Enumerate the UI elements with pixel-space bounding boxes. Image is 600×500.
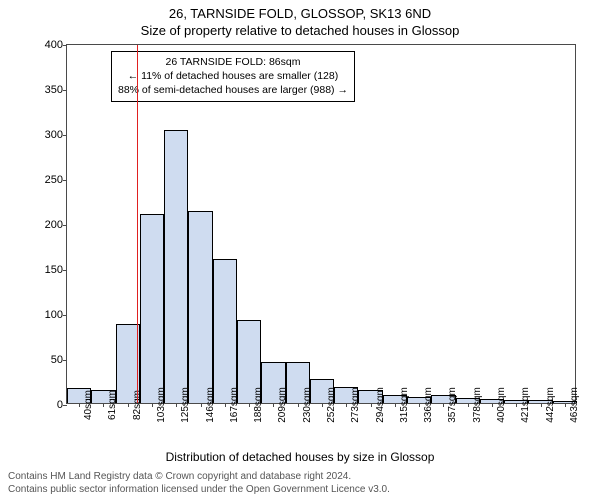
x-tick-mark <box>79 403 80 407</box>
histogram-chart: 26 TARNSIDE FOLD: 86sqm ← 11% of detache… <box>66 44 576 404</box>
y-tick-label: 350 <box>45 84 63 96</box>
x-tick-label: 315sqm <box>399 387 410 423</box>
annotation-line1: 26 TARNSIDE FOLD: 86sqm <box>118 55 348 69</box>
x-tick-mark <box>128 403 129 407</box>
x-tick-mark <box>516 403 517 407</box>
footer-line1: Contains HM Land Registry data © Crown c… <box>8 470 592 483</box>
footer: Contains HM Land Registry data © Crown c… <box>8 470 592 496</box>
x-tick-mark <box>541 403 542 407</box>
x-tick-mark <box>371 403 372 407</box>
x-tick-mark <box>249 403 250 407</box>
y-tick-mark <box>63 315 67 316</box>
x-tick-mark <box>419 403 420 407</box>
y-tick-label: 400 <box>45 39 63 51</box>
x-tick-label: 463sqm <box>569 387 580 423</box>
x-tick-mark <box>492 403 493 407</box>
y-tick-mark <box>63 270 67 271</box>
x-tick-label: 357sqm <box>447 387 458 423</box>
x-tick-mark <box>201 403 202 407</box>
x-tick-mark <box>298 403 299 407</box>
y-tick-mark <box>63 180 67 181</box>
y-tick-label: 250 <box>45 174 63 186</box>
y-tick-label: 50 <box>51 354 63 366</box>
y-tick-mark <box>63 405 67 406</box>
annotation-box: 26 TARNSIDE FOLD: 86sqm ← 11% of detache… <box>111 51 355 102</box>
x-tick-mark <box>395 403 396 407</box>
x-tick-mark <box>273 403 274 407</box>
y-tick-mark <box>63 45 67 46</box>
y-tick-label: 150 <box>45 264 63 276</box>
page-subtitle: Size of property relative to detached ho… <box>0 21 600 38</box>
x-tick-label: 400sqm <box>496 387 507 423</box>
histogram-bar <box>213 259 237 403</box>
page: 26, TARNSIDE FOLD, GLOSSOP, SK13 6ND Siz… <box>0 0 600 500</box>
x-tick-mark <box>225 403 226 407</box>
x-tick-mark <box>322 403 323 407</box>
y-tick-mark <box>63 225 67 226</box>
annotation-line2: ← 11% of detached houses are smaller (12… <box>118 69 348 83</box>
y-tick-label: 100 <box>45 309 63 321</box>
footer-line2: Contains public sector information licen… <box>8 483 592 496</box>
x-tick-mark <box>346 403 347 407</box>
x-tick-mark <box>103 403 104 407</box>
x-tick-label: 294sqm <box>375 387 386 423</box>
x-tick-mark <box>176 403 177 407</box>
reference-line <box>137 45 138 403</box>
x-tick-mark <box>152 403 153 407</box>
x-tick-mark <box>468 403 469 407</box>
annotation-line3: 88% of semi-detached houses are larger (… <box>118 83 348 97</box>
y-tick-mark <box>63 135 67 136</box>
x-tick-label: 442sqm <box>545 387 556 423</box>
x-axis-label: Distribution of detached houses by size … <box>0 450 600 464</box>
y-tick-mark <box>63 90 67 91</box>
x-tick-label: 421sqm <box>520 387 531 423</box>
x-tick-label: 378sqm <box>472 387 483 423</box>
y-tick-mark <box>63 360 67 361</box>
x-tick-mark <box>565 403 566 407</box>
y-tick-label: 300 <box>45 129 63 141</box>
page-title: 26, TARNSIDE FOLD, GLOSSOP, SK13 6ND <box>0 0 600 21</box>
y-tick-label: 200 <box>45 219 63 231</box>
x-tick-label: 336sqm <box>423 387 434 423</box>
histogram-bar <box>164 130 188 403</box>
x-tick-mark <box>443 403 444 407</box>
histogram-bar <box>188 211 212 403</box>
histogram-bar <box>140 214 164 403</box>
